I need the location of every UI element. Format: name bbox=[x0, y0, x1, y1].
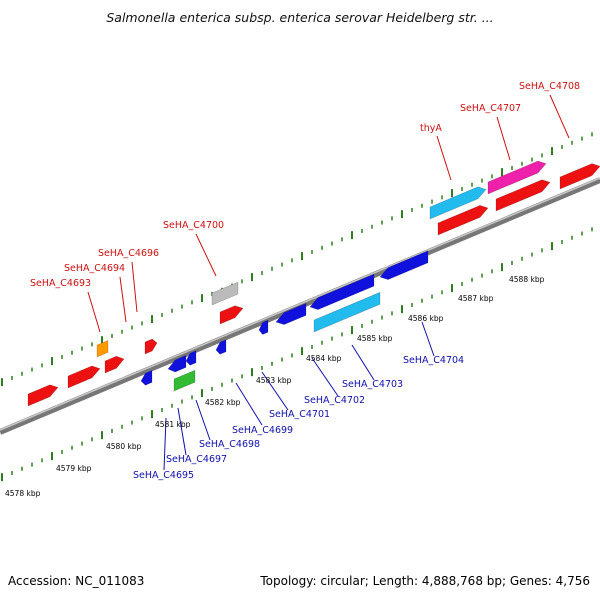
leader-line bbox=[195, 399, 211, 441]
gene-label-SeHA_C4699[interactable]: SeHA_C4699 bbox=[232, 425, 293, 436]
backbone-highlight bbox=[0, 177, 600, 431]
outer-tick-row bbox=[1, 132, 593, 387]
gene-label-SeHA_C4703[interactable]: SeHA_C4703 bbox=[342, 379, 403, 390]
gene-arrow-SeHA_C4707[interactable] bbox=[487, 160, 547, 195]
leader-line bbox=[311, 357, 339, 397]
gene-arrow-small-red[interactable] bbox=[144, 338, 158, 355]
gene-label-SeHA_C4702[interactable]: SeHA_C4702 bbox=[304, 395, 365, 406]
gene-label-SeHA_C4698[interactable]: SeHA_C4698 bbox=[199, 439, 260, 450]
gene-arrow-SeHA_C4696[interactable] bbox=[104, 355, 125, 374]
leader-line bbox=[261, 371, 289, 411]
forward-gene-labels: SeHA_C4693 SeHA_C4694 SeHA_C4696 SeHA_C4… bbox=[30, 81, 580, 289]
kbp-label: 4587 kbp bbox=[458, 294, 494, 303]
leader-line bbox=[131, 261, 138, 313]
leader-line bbox=[87, 291, 101, 333]
leader-line bbox=[195, 233, 217, 277]
leader-line bbox=[235, 382, 263, 426]
gene-label-SeHA_C4707[interactable]: SeHA_C4707 bbox=[460, 103, 521, 114]
leader-line bbox=[436, 135, 452, 181]
leader-line bbox=[177, 407, 187, 456]
gene-arrow-small-blue[interactable] bbox=[258, 319, 269, 335]
gene-arrow-SeHA_C4699[interactable] bbox=[215, 339, 227, 355]
gene-label-SeHA_C4694[interactable]: SeHA_C4694 bbox=[64, 263, 125, 274]
gene-box-SeHA_C4703[interactable] bbox=[313, 291, 381, 333]
gene-box-SeHA_C4698[interactable] bbox=[173, 369, 196, 392]
kbp-label: 4581 kbp bbox=[155, 420, 191, 429]
gene-box-SeHA_C4700[interactable] bbox=[211, 281, 239, 306]
gene-box-orange[interactable] bbox=[96, 339, 109, 358]
kbp-label: 4580 kbp bbox=[106, 442, 142, 451]
gene-arrow-SeHA_C4708[interactable] bbox=[559, 163, 600, 190]
gene-arrow-SeHA_C4693[interactable] bbox=[27, 384, 59, 407]
leader-line bbox=[421, 321, 435, 357]
gene-arrow-red-thyA-lower[interactable] bbox=[437, 205, 489, 236]
leader-line bbox=[163, 417, 167, 471]
gene-arrow-red-c4700[interactable] bbox=[219, 305, 244, 325]
gene-arrow-SeHA_C4702[interactable] bbox=[309, 273, 375, 310]
map-title: Salmonella enterica subsp. enterica sero… bbox=[106, 10, 494, 25]
gene-arrow-SeHA_C4694[interactable] bbox=[67, 365, 101, 389]
gene-arrow-SeHA_C4701[interactable] bbox=[275, 302, 307, 325]
gene-label-SeHA_C4708[interactable]: SeHA_C4708 bbox=[519, 81, 580, 92]
leader-line bbox=[496, 116, 511, 161]
gene-arrow-SeHA_C4697b[interactable] bbox=[185, 350, 197, 366]
leader-line bbox=[119, 276, 127, 323]
kbp-label: 4579 kbp bbox=[56, 464, 92, 473]
gene-label-SeHA_C4697[interactable]: SeHA_C4697 bbox=[166, 454, 227, 465]
leader-line bbox=[351, 344, 375, 381]
gene-label-SeHA_C4701[interactable]: SeHA_C4701 bbox=[269, 409, 330, 420]
gene-label-SeHA_C4700[interactable]: SeHA_C4700 bbox=[163, 220, 224, 231]
kbp-label: 4586 kbp bbox=[408, 314, 444, 323]
inner-tick-row bbox=[1, 227, 593, 482]
kbp-label: 4582 kbp bbox=[205, 398, 241, 407]
kbp-label: 4583 kbp bbox=[256, 376, 292, 385]
gene-label-SeHA_C4704[interactable]: SeHA_C4704 bbox=[403, 355, 464, 366]
kbp-scale-labels: 4578 kbp 4579 kbp 4580 kbp 4581 kbp 4582… bbox=[5, 275, 545, 498]
gene-features[interactable] bbox=[27, 160, 600, 407]
gene-arrow-red-c4707-lower[interactable] bbox=[495, 179, 551, 212]
gene-label-SeHA_C4693[interactable]: SeHA_C4693 bbox=[30, 278, 91, 289]
reverse-gene-labels: SeHA_C4695 SeHA_C4697 SeHA_C4698 SeHA_C4… bbox=[133, 355, 464, 481]
gene-arrow-thyA[interactable] bbox=[429, 186, 487, 220]
kbp-label: 4585 kbp bbox=[357, 334, 393, 343]
gene-arrow-SeHA_C4695[interactable] bbox=[140, 369, 153, 386]
kbp-label: 4578 kbp bbox=[5, 489, 41, 498]
genome-summary-text: Topology: circular; Length: 4,888,768 bp… bbox=[260, 574, 590, 588]
label-leader-lines bbox=[87, 94, 570, 471]
gene-label-SeHA_C4696[interactable]: SeHA_C4696 bbox=[98, 248, 159, 259]
kbp-label: 4584 kbp bbox=[306, 354, 342, 363]
gene-arrow-SeHA_C4697[interactable] bbox=[167, 354, 187, 373]
leader-line bbox=[549, 94, 570, 139]
gene-label-SeHA_C4695[interactable]: SeHA_C4695 bbox=[133, 470, 194, 481]
gene-label-thyA[interactable]: thyA bbox=[420, 123, 442, 134]
accession-text: Accession: NC_011083 bbox=[8, 574, 145, 588]
kbp-label: 4588 kbp bbox=[509, 275, 545, 284]
gene-arrow-SeHA_C4704[interactable] bbox=[379, 250, 429, 280]
